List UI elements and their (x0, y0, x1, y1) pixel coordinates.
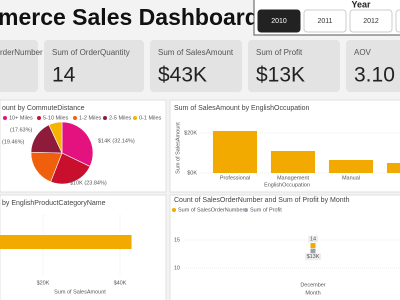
legend-label: 2-5 Miles (109, 115, 132, 121)
kpi-label: AOV (354, 48, 372, 57)
data-label: $14K (32.14%) (98, 138, 135, 144)
x-tick-label: Professional (220, 175, 250, 181)
legend-marker (103, 116, 107, 120)
year-label: 2011 (317, 18, 332, 25)
pie-slice (61, 121, 94, 167)
kpi-card (0, 40, 38, 92)
bar (386, 163, 400, 173)
bar (328, 160, 374, 173)
chart-title: by EnglishProductCategoryName (2, 200, 106, 207)
bar (212, 131, 258, 173)
legend-label: 1-2 Miles (79, 115, 102, 121)
year-button[interactable] (303, 9, 347, 33)
legend-marker (133, 116, 137, 120)
panel (169, 99, 400, 193)
data-label: $10K (23.84%) (70, 180, 107, 186)
kpi-label: Sum of SalesAmount (158, 48, 234, 57)
legend-marker (73, 116, 77, 120)
legend-label: 10+ Miles (9, 115, 33, 121)
x-tick-label: December (300, 282, 326, 288)
y-tick-label: $20K (184, 130, 197, 136)
legend-marker (172, 208, 176, 212)
data-label: $13K (307, 254, 320, 260)
kpi-card (248, 40, 340, 92)
year-button[interactable] (349, 9, 393, 33)
legend-label: 5-10 Miles (43, 115, 69, 121)
chart-title: ount by CommuteDistance (2, 105, 85, 112)
bar (270, 151, 316, 173)
kpi-card (44, 40, 144, 92)
legend-marker (37, 116, 41, 120)
chart-title: Sum of SalesAmount by EnglishOccupation (174, 105, 310, 112)
legend-marker (244, 208, 248, 212)
kpi-label: Sum of OrderQuantity (52, 48, 130, 57)
kpi-value: 3.10 (354, 64, 395, 87)
pie-slice (30, 151, 63, 183)
kpi-label: Sum of Profit (256, 48, 303, 57)
data-label: (19.46%) (2, 139, 24, 145)
data-label: (17.63%) (10, 127, 32, 133)
y-axis-label: Sum of SalesAmount (175, 122, 181, 174)
panel (169, 194, 400, 300)
kpi-card (150, 40, 242, 92)
chart-title: Count of SalesOrderNumber and Sum of Pro… (174, 197, 350, 204)
x-axis-label: EnglishOccupation (264, 182, 310, 188)
label-box (305, 253, 321, 261)
year-button[interactable] (395, 9, 400, 33)
year-button[interactable] (257, 9, 301, 33)
x-tick-label: $40K (114, 280, 127, 286)
legend-label: Sum of Profit (250, 207, 282, 213)
label-box (308, 235, 318, 243)
year-label: 2012 (363, 18, 379, 25)
point-marker (310, 243, 316, 249)
x-tick-label: Management (277, 175, 310, 181)
x-tick-label: $20K (37, 280, 50, 286)
slicer-title: Year (351, 0, 371, 9)
bar (0, 235, 132, 249)
kpi-value: $13K (256, 64, 305, 87)
y-tick-label: 15 (174, 237, 180, 243)
kpi-label: rderNumber (0, 48, 43, 57)
kpi-value: 14 (52, 64, 76, 87)
y-tick-label: $0K (187, 170, 197, 176)
data-label: 14 (310, 237, 316, 243)
x-tick-label: Manual (342, 175, 360, 181)
dashboard-title: merce Sales Dashboard (0, 4, 259, 30)
x-axis-label: Sum of SalesAmount (54, 289, 106, 295)
legend-label: 0-1 Miles (139, 115, 162, 121)
legend-marker (3, 116, 7, 120)
x-axis-label: Month (305, 290, 320, 296)
point-marker (310, 248, 316, 254)
pie-slice (50, 152, 91, 185)
y-tick-label: 10 (174, 265, 180, 271)
legend-label: Sum of SalesOrderNumber (178, 207, 244, 213)
kpi-value: $43K (158, 64, 207, 87)
pie-slice (48, 121, 63, 154)
kpi-card (346, 40, 400, 92)
year-label: 2010 (271, 18, 287, 25)
